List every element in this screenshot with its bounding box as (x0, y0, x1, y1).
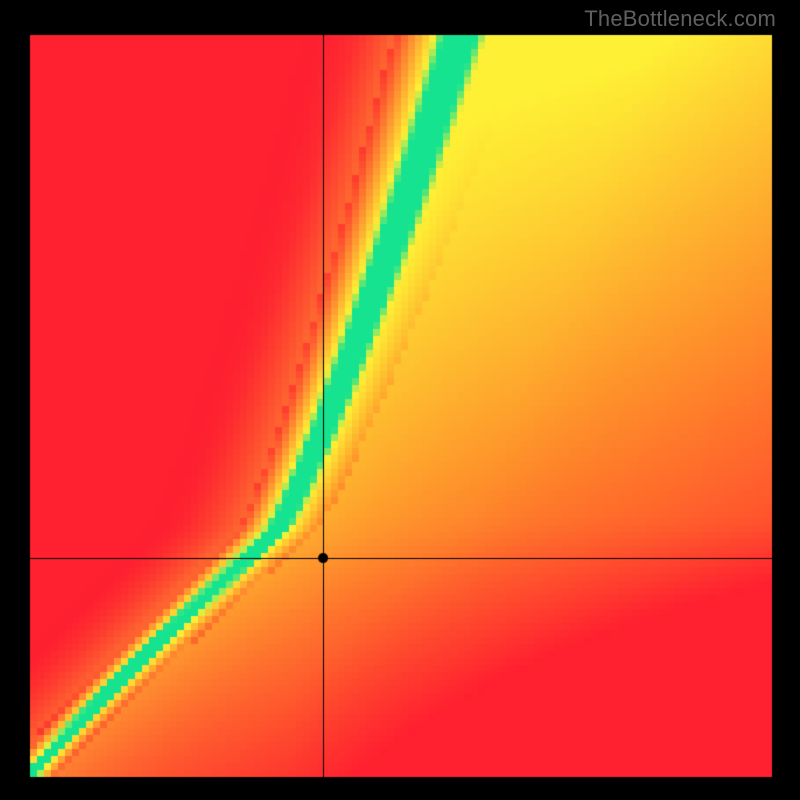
heatmap-canvas (0, 0, 800, 800)
chart-container: TheBottleneck.com (0, 0, 800, 800)
watermark-text: TheBottleneck.com (584, 6, 776, 32)
